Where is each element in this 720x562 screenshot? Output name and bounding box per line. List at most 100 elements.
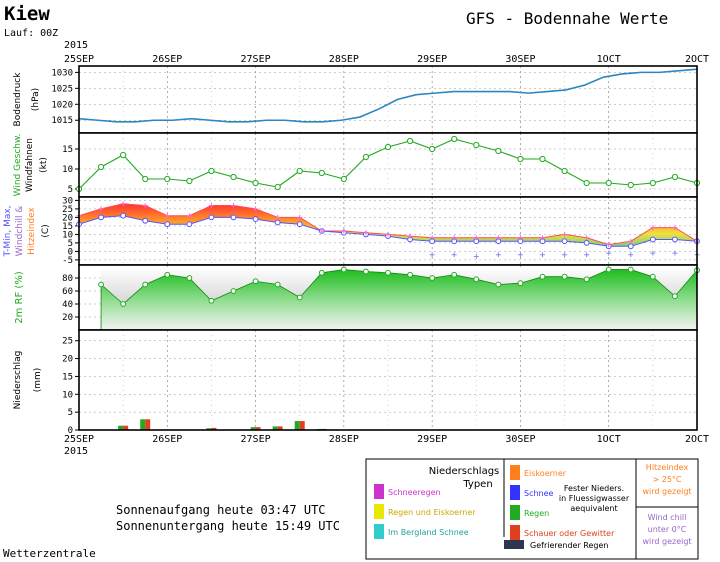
humidity-point xyxy=(252,278,259,285)
humidity-point xyxy=(186,275,193,281)
tmax-point xyxy=(253,206,259,212)
x-tick-label-bottom: 25SEP xyxy=(64,434,94,445)
ylabel-pressure: Bodendruck xyxy=(13,72,23,127)
precip-bar xyxy=(123,425,129,430)
humidity-point xyxy=(583,276,590,283)
tmax-point xyxy=(562,231,568,237)
wind-point xyxy=(296,167,303,175)
x-tick-label-bottom: 26SEP xyxy=(152,434,182,445)
humidity-point xyxy=(296,294,303,301)
tmax-point xyxy=(540,235,545,241)
humidity-point xyxy=(627,266,634,273)
humidity-point xyxy=(407,271,413,278)
y-tick-label: 25 xyxy=(62,337,73,347)
x-tick-label-top: 1OCT xyxy=(597,54,621,65)
humidity-point xyxy=(120,301,127,307)
tmin-point xyxy=(252,216,259,223)
precip-bar xyxy=(206,428,212,430)
x-tick-label-top: 2OCT xyxy=(685,54,709,65)
ylabel-wind-barbs: Windfahnen xyxy=(25,138,35,192)
windchill-point xyxy=(584,252,590,258)
windchill-point xyxy=(540,252,545,258)
humidity-point xyxy=(561,273,568,280)
tmin-point xyxy=(164,221,171,228)
humidity-point xyxy=(340,266,347,273)
humidity-point xyxy=(429,275,436,281)
legend-label: Eiskoerner xyxy=(524,469,567,478)
tmin-point xyxy=(672,236,678,243)
tmax-point xyxy=(628,238,634,244)
legend-label: Gefrierender Regen xyxy=(530,541,609,550)
legend-swatch xyxy=(374,524,384,539)
x-tick-label-top: 26SEP xyxy=(152,54,182,65)
humidity-point xyxy=(473,276,480,283)
humidity-point xyxy=(142,281,149,288)
y-tick-label: -5 xyxy=(62,256,73,266)
precip-bar xyxy=(140,419,146,430)
humidity-point xyxy=(98,281,104,288)
legend-label: Schneeregen xyxy=(388,488,441,497)
y-tick-label: 15 xyxy=(62,145,73,155)
tmin-point xyxy=(649,236,656,243)
y-tick-label: 1015 xyxy=(51,116,73,126)
year-label-bottom: 2015 xyxy=(64,446,88,457)
wind-point xyxy=(208,167,215,175)
ylabel-precip: Niederschlag xyxy=(13,351,23,410)
legend-swatch xyxy=(510,465,520,480)
legend-swatch xyxy=(510,505,520,520)
tmin-point xyxy=(274,219,281,226)
chill-note-3: wird gezeigt xyxy=(642,537,691,546)
wind-point xyxy=(318,169,325,177)
x-tick-label-top: 30SEP xyxy=(505,54,535,65)
humidity-point xyxy=(539,273,546,280)
wind-point xyxy=(517,155,524,163)
tmin-point xyxy=(583,240,590,246)
windchill-point xyxy=(672,250,678,256)
wind-point xyxy=(274,183,281,191)
precip-type-legend: Niederschlags Typen Schneeregen Regen und… xyxy=(365,458,637,560)
year-label-top: 2015 xyxy=(64,40,88,51)
windchill-point xyxy=(562,252,568,258)
temperature-band xyxy=(79,203,697,247)
heat-chill-legend: Hitzeindex > 25°C wird gezeigt Wind chil… xyxy=(635,458,699,560)
y-tick-label: 10 xyxy=(62,165,73,175)
ylabel-humidity: 2m RF (%) xyxy=(14,271,25,324)
humidity-point xyxy=(274,281,281,288)
y-tick-label: 20 xyxy=(62,213,73,223)
legend-swatch xyxy=(374,504,384,519)
wind-point xyxy=(97,163,105,171)
legend-swatch xyxy=(504,540,524,549)
precip-bar xyxy=(118,425,124,430)
wind-point xyxy=(627,181,634,189)
ylabel-wind-speed: Wind Geschw. xyxy=(13,134,23,197)
x-tick-label-bottom: 29SEP xyxy=(417,434,447,445)
tmin-point xyxy=(208,214,215,221)
panel-humidity: 20 40 60 80 2m RF (%) xyxy=(14,264,700,331)
heat-note-1: Hitzeindex xyxy=(646,463,689,472)
tmax-point xyxy=(495,235,501,241)
tmax-point xyxy=(473,235,479,241)
tmax-point xyxy=(142,203,148,208)
wind-point xyxy=(671,173,679,181)
tmin-point xyxy=(98,214,104,221)
legend-swatch xyxy=(374,484,384,499)
wind-point xyxy=(186,177,193,185)
windchill-point xyxy=(650,250,656,256)
x-tick-label-top: 29SEP xyxy=(417,54,447,65)
y-tick-label: 5 xyxy=(68,185,73,195)
wind-point xyxy=(451,135,458,143)
tmin-point xyxy=(142,217,149,224)
x-tick-label-top: 28SEP xyxy=(329,54,359,65)
heat-note-3: wird gezeigt xyxy=(642,487,691,496)
humidity-point xyxy=(208,297,215,304)
tmax-point xyxy=(363,230,369,236)
wind-point xyxy=(340,175,347,183)
legend-label: Im Bergland Schnee xyxy=(388,528,469,537)
pressure-line xyxy=(78,68,698,123)
tmax-point xyxy=(584,235,590,241)
wind-point xyxy=(362,153,370,161)
ylabel-precip-unit: (mm) xyxy=(33,368,43,393)
x-tick-label-top: 27SEP xyxy=(241,54,271,65)
tmax-point xyxy=(297,214,303,220)
